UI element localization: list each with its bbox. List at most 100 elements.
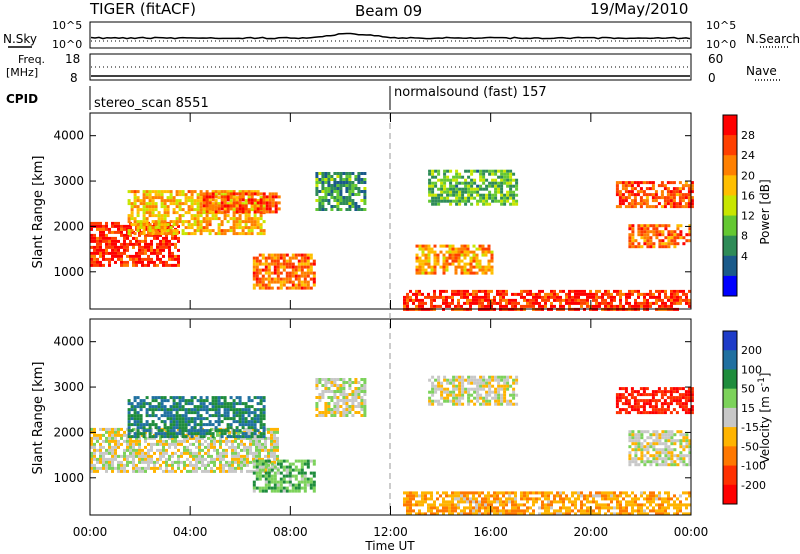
data-cell bbox=[114, 454, 117, 458]
data-cell bbox=[291, 280, 295, 284]
data-cell bbox=[279, 283, 283, 287]
data-cell bbox=[562, 304, 565, 308]
data-cell bbox=[339, 399, 343, 402]
data-cell bbox=[276, 442, 279, 446]
data-cell bbox=[559, 500, 562, 504]
data-cell bbox=[178, 396, 182, 400]
data-cell bbox=[222, 454, 225, 458]
data-cell bbox=[592, 304, 595, 308]
data-cell bbox=[309, 253, 313, 257]
data-cell bbox=[661, 506, 664, 510]
data-cell bbox=[259, 201, 263, 205]
data-cell bbox=[220, 223, 224, 227]
data-cell bbox=[153, 436, 156, 440]
data-cell bbox=[616, 503, 619, 507]
data-cell bbox=[168, 463, 171, 467]
data-cell bbox=[619, 494, 622, 498]
data-cell bbox=[657, 399, 661, 403]
data-cell bbox=[99, 248, 102, 252]
data-cell bbox=[99, 263, 102, 267]
data-cell bbox=[655, 503, 658, 507]
data-cell bbox=[437, 193, 441, 197]
data-cell bbox=[613, 298, 616, 302]
data-cell bbox=[312, 259, 316, 263]
data-cell bbox=[270, 480, 274, 484]
data-cell bbox=[268, 198, 272, 202]
data-cell bbox=[126, 245, 129, 249]
data-cell bbox=[436, 506, 439, 510]
data-cell bbox=[532, 301, 535, 305]
data-cell bbox=[225, 454, 228, 458]
data-cell bbox=[264, 474, 268, 478]
data-cell bbox=[208, 192, 212, 196]
data-cell bbox=[502, 512, 505, 516]
data-cell bbox=[255, 277, 259, 281]
data-cell bbox=[205, 408, 209, 412]
data-cell bbox=[117, 257, 120, 261]
data-cell bbox=[586, 304, 589, 308]
data-cell bbox=[127, 220, 131, 224]
data-cell bbox=[270, 465, 274, 469]
data-cell bbox=[615, 411, 619, 415]
data-cell bbox=[478, 304, 481, 308]
data-cell bbox=[139, 202, 143, 206]
data-cell bbox=[153, 463, 156, 467]
data-cell bbox=[440, 187, 444, 191]
data-cell bbox=[306, 259, 310, 263]
data-cell bbox=[601, 301, 604, 305]
data-cell bbox=[294, 483, 298, 487]
data-cell bbox=[595, 289, 598, 293]
data-cell bbox=[186, 463, 189, 467]
data-cell bbox=[529, 301, 532, 305]
data-cell bbox=[93, 454, 96, 458]
data-cell bbox=[288, 477, 292, 481]
data-cell bbox=[210, 445, 213, 449]
data-cell bbox=[232, 196, 236, 200]
data-cell bbox=[244, 220, 248, 224]
data-cell bbox=[315, 193, 319, 196]
data-cell bbox=[324, 181, 328, 184]
data-cell bbox=[667, 224, 671, 228]
data-cell bbox=[135, 251, 138, 255]
data-cell bbox=[652, 295, 655, 299]
data-cell bbox=[111, 448, 114, 452]
data-cell bbox=[616, 292, 619, 296]
data-cell bbox=[195, 454, 198, 458]
data-cell bbox=[276, 427, 279, 431]
data-cell bbox=[262, 232, 266, 236]
data-cell bbox=[157, 408, 161, 412]
data-cell bbox=[154, 435, 158, 439]
data-cell bbox=[625, 503, 628, 507]
data-cell bbox=[630, 190, 634, 194]
data-cell bbox=[437, 381, 441, 385]
data-cell bbox=[458, 196, 462, 200]
data-cell bbox=[517, 301, 520, 305]
data-cell bbox=[102, 257, 105, 261]
data-cell bbox=[126, 227, 129, 231]
data-cell bbox=[624, 190, 628, 194]
data-cell bbox=[488, 378, 492, 382]
data-cell bbox=[634, 497, 637, 501]
data-cell bbox=[300, 259, 304, 263]
data-cell bbox=[199, 229, 203, 233]
data-cell bbox=[439, 292, 442, 296]
data-cell bbox=[162, 245, 165, 249]
data-cell bbox=[478, 247, 482, 251]
data-cell bbox=[186, 457, 189, 461]
data-cell bbox=[690, 408, 694, 412]
data-cell bbox=[177, 457, 180, 461]
data-cell bbox=[670, 304, 673, 308]
data-cell bbox=[454, 509, 457, 513]
data-cell bbox=[93, 436, 96, 440]
data-cell bbox=[175, 402, 179, 406]
data-cell bbox=[643, 301, 646, 305]
data-cell bbox=[219, 469, 222, 473]
data-cell bbox=[214, 217, 218, 221]
data-cell bbox=[583, 494, 586, 498]
data-cell bbox=[663, 390, 667, 394]
data-cell bbox=[502, 292, 505, 296]
data-cell bbox=[673, 506, 676, 510]
data-cell bbox=[162, 248, 165, 252]
data-cell bbox=[214, 207, 218, 211]
data-cell bbox=[246, 469, 249, 473]
